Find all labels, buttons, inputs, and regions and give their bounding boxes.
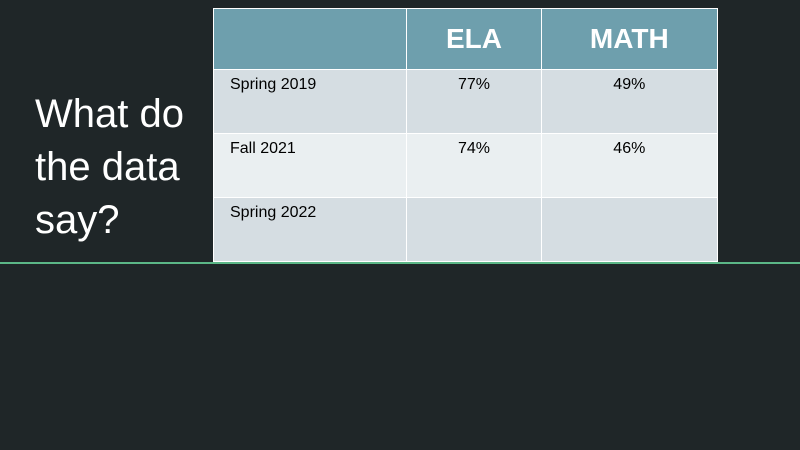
header-math: MATH [540, 8, 719, 70]
math-value [540, 197, 719, 262]
math-value: 49% [540, 69, 719, 134]
ela-value: 77% [406, 69, 542, 134]
row-label: Spring 2019 [212, 69, 408, 134]
header-ela: ELA [406, 8, 542, 70]
table-header-row: ELA MATH [212, 8, 719, 70]
ela-value: 74% [406, 133, 542, 198]
divider-line [0, 262, 800, 264]
math-value: 46% [540, 133, 719, 198]
header-empty-cell [212, 8, 408, 70]
slide-title: What do the data say? [35, 92, 184, 242]
table-row: Spring 2019 77% 49% [212, 69, 719, 134]
data-table: ELA MATH Spring 2019 77% 49% Fall 2021 7… [212, 8, 719, 262]
table-row: Spring 2022 [212, 197, 719, 262]
table-row: Fall 2021 74% 46% [212, 133, 719, 198]
row-label: Fall 2021 [212, 133, 408, 198]
ela-value [406, 197, 542, 262]
row-label: Spring 2022 [212, 197, 408, 262]
